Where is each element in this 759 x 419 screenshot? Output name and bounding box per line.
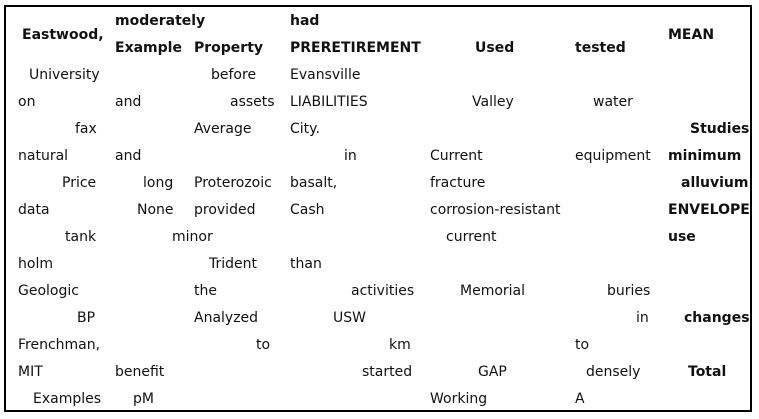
table-cell: None [137, 202, 174, 218]
header-preretirement: PRERETIREMENT [290, 40, 421, 56]
table-cell: tank [65, 229, 97, 245]
table-cell: provided [194, 202, 256, 218]
table-cell: Memorial [460, 283, 526, 299]
table-cell: City. [290, 121, 320, 137]
table-cell: in [636, 310, 649, 326]
table-cell: minor [172, 229, 213, 245]
table-cell: Cash [290, 202, 325, 218]
table-cell: BP [77, 310, 96, 326]
table-cell: Examples [33, 391, 102, 407]
table-cell: ENVELOPE [668, 202, 750, 218]
table-cell: and [115, 94, 142, 110]
table-cell: Evansville [290, 67, 361, 83]
table-cell: holm [18, 256, 53, 272]
table-cell: basalt, [290, 175, 338, 191]
table-cell: USW [333, 310, 366, 326]
table-cell: changes [684, 310, 750, 326]
table-cell: Trident [209, 256, 258, 272]
table-cell: alluvium [681, 175, 749, 191]
table-cell: pM [133, 391, 154, 407]
table-cell: activities [351, 283, 415, 299]
table-cell: Studies [690, 121, 750, 137]
table-cell: Analyzed [194, 310, 259, 326]
table-cell: benefit [115, 364, 165, 380]
header-used: Used [475, 40, 515, 56]
table-border [4, 5, 752, 412]
table-cell: on [18, 94, 36, 110]
table-cell: fax [75, 121, 97, 137]
table-cell: Total [688, 364, 727, 380]
table-cell: A [575, 391, 585, 407]
table-cell: in [344, 148, 357, 164]
table-cell: buries [607, 283, 651, 299]
table-cell: LIABILITIES [290, 94, 368, 110]
table-cell: long [143, 175, 174, 191]
table-cell: University [29, 67, 100, 83]
table-cell: than [290, 256, 322, 272]
table-cell: km [389, 337, 411, 353]
table-cell: MIT [18, 364, 43, 380]
table-cell: fracture [430, 175, 486, 191]
table-cell: water [593, 94, 633, 110]
table-cell: to [575, 337, 590, 353]
table-cell: Price [62, 175, 97, 191]
table-cell: data [18, 202, 50, 218]
table-cell: started [362, 364, 413, 380]
table-cell: Average [194, 121, 252, 137]
header-preretirement-top: had [290, 13, 320, 29]
table-cell: Frenchman, [18, 337, 101, 353]
table-cell: corrosion-resistant [430, 202, 561, 218]
table-cell: GAP [478, 364, 507, 380]
header-eastwood: Eastwood, [22, 27, 104, 43]
table-cell: assets [230, 94, 275, 110]
table-cell: minimum [668, 148, 742, 164]
table-cell: Geologic [18, 283, 79, 299]
table-cell: natural [18, 148, 69, 164]
table-cell: Proterozoic [194, 175, 272, 191]
header-example-top: moderately [115, 13, 206, 29]
table-cell: the [194, 283, 217, 299]
table-cell: Current [430, 148, 483, 164]
header-tested: tested [575, 40, 626, 56]
table-cell: use [668, 229, 696, 245]
header-property: Property [194, 40, 264, 56]
table-cell: to [256, 337, 271, 353]
table-cell: densely [586, 364, 641, 380]
table-cell: Valley [472, 94, 514, 110]
table-cell: current [446, 229, 497, 245]
table-cell: before [211, 67, 257, 83]
table-cell: equipment [575, 148, 651, 164]
header-mean: MEAN [668, 27, 715, 43]
table-cell: and [115, 148, 142, 164]
header-example: Example [115, 40, 182, 56]
table-cell: Working [430, 391, 488, 407]
